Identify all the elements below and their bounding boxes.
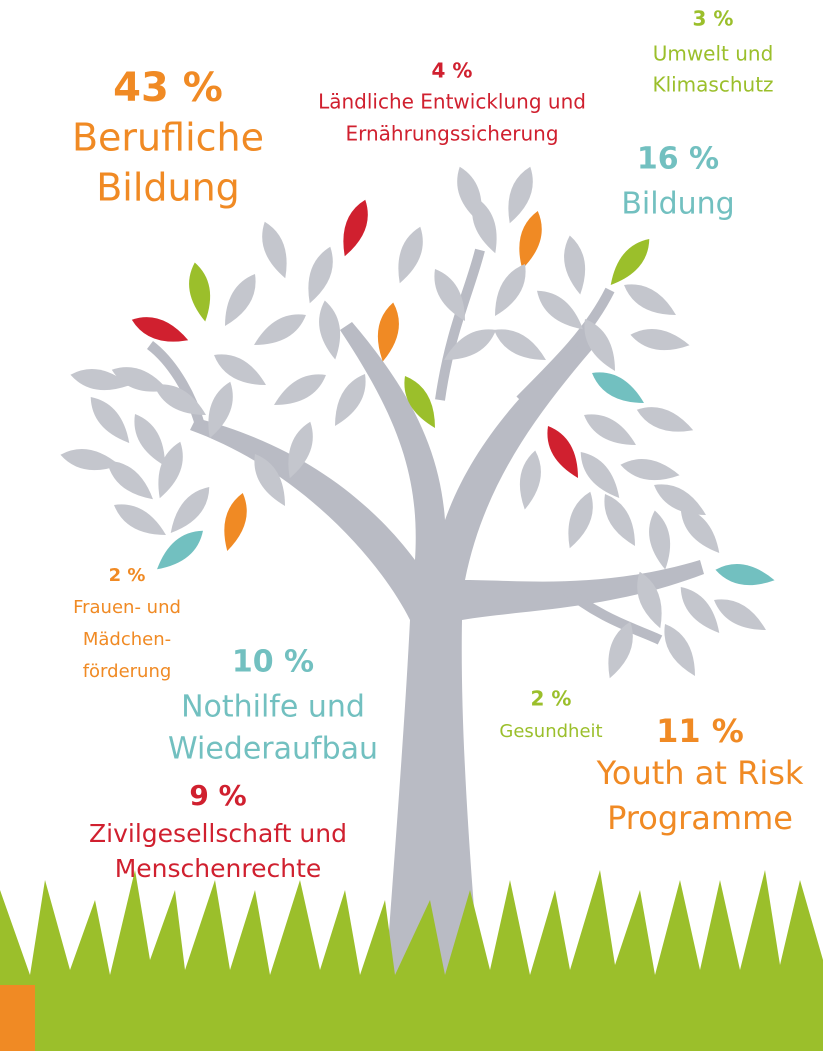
leaf — [216, 269, 263, 331]
label-text: Programme — [607, 799, 793, 837]
label-text: Berufliche — [72, 116, 264, 160]
leaf — [101, 453, 160, 507]
leaf — [539, 421, 586, 483]
label-text: Mädchen- — [83, 629, 171, 650]
label-text: Nothilfe und — [181, 690, 365, 725]
label-text: Klimaschutz — [652, 73, 773, 97]
label-text: Youth at Risk — [596, 754, 804, 792]
label-text: Menschenrechte — [115, 854, 322, 883]
leaf — [513, 208, 548, 271]
leaf — [560, 234, 590, 297]
infographic: 43 % Berufliche Bildung 4 % Ländliche Entwic… — [0, 0, 823, 1051]
label-text: Frauen- und — [73, 597, 181, 618]
leaf — [486, 259, 533, 321]
label-group: 3 % Umwelt und Klimaschutz — [652, 7, 773, 97]
leaf — [587, 364, 649, 411]
leaf — [185, 261, 215, 324]
leaf — [596, 489, 643, 551]
leaf — [673, 581, 727, 640]
leaf — [163, 481, 217, 540]
percent: 2 % — [109, 565, 146, 586]
leaf — [656, 619, 703, 681]
leaf — [560, 488, 599, 551]
leaf — [515, 449, 545, 512]
leaf — [645, 509, 675, 572]
leaf — [573, 446, 627, 505]
leaf — [209, 346, 271, 393]
leaf — [619, 455, 682, 485]
label-group: 11 % Youth at Risk Programme — [596, 712, 804, 837]
label-text: Bildung — [96, 166, 240, 210]
label-group: 4 % Ländliche Entwicklung und Ernährungssi… — [318, 59, 586, 146]
leaf — [249, 306, 311, 353]
percent: 3 % — [693, 7, 734, 31]
percent: 9 % — [189, 779, 246, 812]
percent: 10 % — [232, 645, 314, 680]
percent: 11 % — [656, 712, 744, 750]
leaf — [326, 369, 373, 431]
leaf — [619, 276, 681, 323]
leaf — [218, 490, 253, 553]
leaf — [128, 310, 191, 349]
percent: 2 % — [531, 687, 572, 711]
leaf — [255, 218, 294, 281]
label-group: 10 % Nothilfe und Wiederaufbau — [168, 645, 378, 767]
leaf — [390, 223, 429, 286]
corner-block — [0, 985, 35, 1051]
label-text: Ländliche Entwicklung und — [318, 90, 586, 114]
percent: 43 % — [113, 65, 223, 111]
leaf — [109, 496, 171, 543]
label-text: Gesundheit — [499, 721, 602, 742]
label-text: Wiederaufbau — [168, 732, 378, 767]
label-group: 2 % Gesundheit — [499, 687, 602, 743]
label-group: 2 % Frauen- und Mädchen-förderung — [73, 565, 181, 682]
label-text: förderung — [83, 661, 172, 682]
leaf — [633, 400, 696, 439]
leaf — [629, 325, 692, 355]
leaf — [335, 196, 374, 259]
leaf — [579, 406, 641, 453]
label-text: Ernährungssicherung — [345, 122, 558, 146]
ground — [0, 975, 823, 1051]
leaf — [603, 233, 657, 292]
percent: 16 % — [637, 142, 719, 177]
leaf — [489, 321, 551, 368]
percent: 4 % — [432, 59, 473, 83]
label-text: Bildung — [621, 187, 734, 222]
label-text: Umwelt und — [653, 42, 774, 66]
leaf — [269, 366, 331, 413]
leaf — [83, 391, 137, 450]
leaf — [714, 560, 777, 590]
label-group: 16 % Bildung — [621, 142, 734, 222]
leaf — [300, 243, 339, 306]
label-group: 9 % Zivilgesellschaft und Menschenrechte — [89, 779, 347, 883]
label-text: Zivilgesellschaft und — [89, 819, 347, 848]
label-group: 43 % Berufliche Bildung — [72, 65, 264, 210]
